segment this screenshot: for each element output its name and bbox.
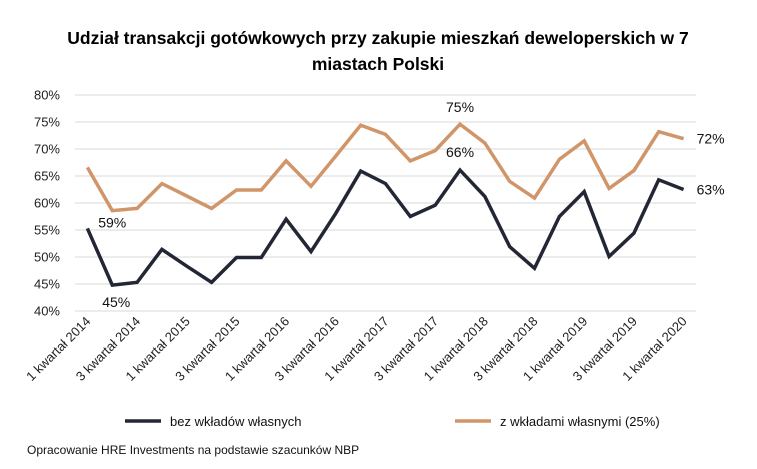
legend-label-bez-wkladow: bez wkładów własnych	[170, 414, 302, 429]
legend-label-z-wkladami: z wkładami własnymi (25%)	[500, 414, 660, 429]
y-tick-label: 60%	[34, 196, 60, 211]
data-labels: 45% 66% 63% 59% 75% 72%	[98, 99, 724, 310]
source-note: Opracowanie HRE Investments na podstawie…	[27, 443, 359, 457]
y-tick-label: 55%	[34, 223, 60, 238]
data-label: 63%	[697, 182, 725, 198]
y-axis-ticks: 40% 45% 50% 55% 60% 65% 70% 75% 80%	[34, 88, 60, 319]
y-tick-label: 75%	[34, 115, 60, 130]
gridlines	[75, 94, 696, 312]
chart-title-line-1: Udział transakcji gotówkowych przy zakup…	[67, 28, 688, 48]
y-tick-label: 65%	[34, 169, 60, 184]
data-label: 59%	[98, 215, 126, 231]
series-line-1	[85, 121, 685, 213]
series-line-0	[85, 167, 685, 287]
y-tick-label: 80%	[34, 88, 60, 103]
data-label: 45%	[102, 294, 130, 310]
series-lines	[85, 121, 685, 287]
data-label: 72%	[697, 131, 725, 147]
y-tick-label: 70%	[34, 142, 60, 157]
data-label: 75%	[446, 99, 474, 115]
legend: bez wkładów własnych z wkładami własnymi…	[125, 414, 660, 429]
data-label: 66%	[446, 144, 474, 160]
y-tick-label: 50%	[34, 250, 60, 265]
chart-title-line-2: miastach Polski	[312, 54, 444, 74]
y-tick-label: 40%	[34, 304, 60, 319]
y-tick-label: 45%	[34, 277, 60, 292]
